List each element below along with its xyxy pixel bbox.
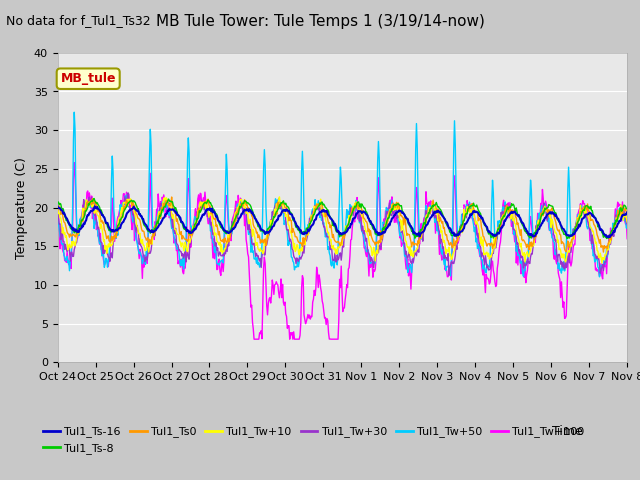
Legend: Tul1_Ts-16, Tul1_Ts-8, Tul1_Ts0, Tul1_Tw+10, Tul1_Tw+30, Tul1_Tw+50, Tul1_Tw+100: Tul1_Ts-16, Tul1_Ts-8, Tul1_Ts0, Tul1_Tw… xyxy=(39,422,589,458)
Text: No data for f_Tul1_Ts32: No data for f_Tul1_Ts32 xyxy=(6,14,151,27)
Text: MB_tule: MB_tule xyxy=(60,72,116,85)
Text: MB Tule Tower: Tule Temps 1 (3/19/14-now): MB Tule Tower: Tule Temps 1 (3/19/14-now… xyxy=(156,14,484,29)
Text: Time: Time xyxy=(552,425,582,438)
Y-axis label: Temperature (C): Temperature (C) xyxy=(15,156,28,259)
